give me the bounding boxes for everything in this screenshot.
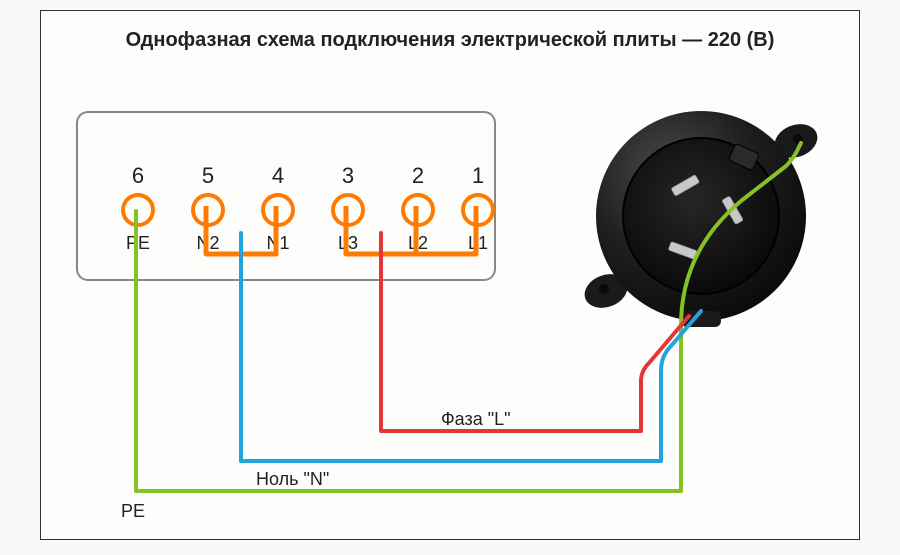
terminal-number: 3 <box>328 163 368 189</box>
terminal-number: 1 <box>458 163 498 189</box>
terminal-1: 1 L1 <box>458 163 498 254</box>
terminal-label: N2 <box>188 233 228 254</box>
terminal-number: 5 <box>188 163 228 189</box>
terminal-ring <box>461 193 495 227</box>
terminal-3: 3 L3 <box>328 163 368 254</box>
terminal-ring <box>401 193 435 227</box>
terminal-number: 2 <box>398 163 438 189</box>
terminal-number: 6 <box>118 163 158 189</box>
label-l: Фаза "L" <box>441 409 511 430</box>
power-socket <box>581 96 821 336</box>
terminal-label: PE <box>118 233 158 254</box>
label-pe: PE <box>121 501 145 522</box>
terminal-5: 5 N2 <box>188 163 228 254</box>
terminal-label: L2 <box>398 233 438 254</box>
terminal-number: 4 <box>258 163 298 189</box>
terminal-ring <box>191 193 225 227</box>
terminal-block: 6 PE 5 N2 4 N1 3 L3 2 L2 1 L1 <box>76 111 496 281</box>
diagram-title: Однофазная схема подключения электрическ… <box>41 29 859 52</box>
terminal-ring <box>121 193 155 227</box>
label-n: Ноль "N" <box>256 469 329 490</box>
terminal-ring <box>261 193 295 227</box>
diagram-frame: Однофазная схема подключения электрическ… <box>40 10 860 540</box>
terminal-label: L1 <box>458 233 498 254</box>
terminal-2: 2 L2 <box>398 163 438 254</box>
terminal-label: L3 <box>328 233 368 254</box>
terminal-6: 6 PE <box>118 163 158 254</box>
terminal-4: 4 N1 <box>258 163 298 254</box>
terminal-ring <box>331 193 365 227</box>
terminal-label: N1 <box>258 233 298 254</box>
